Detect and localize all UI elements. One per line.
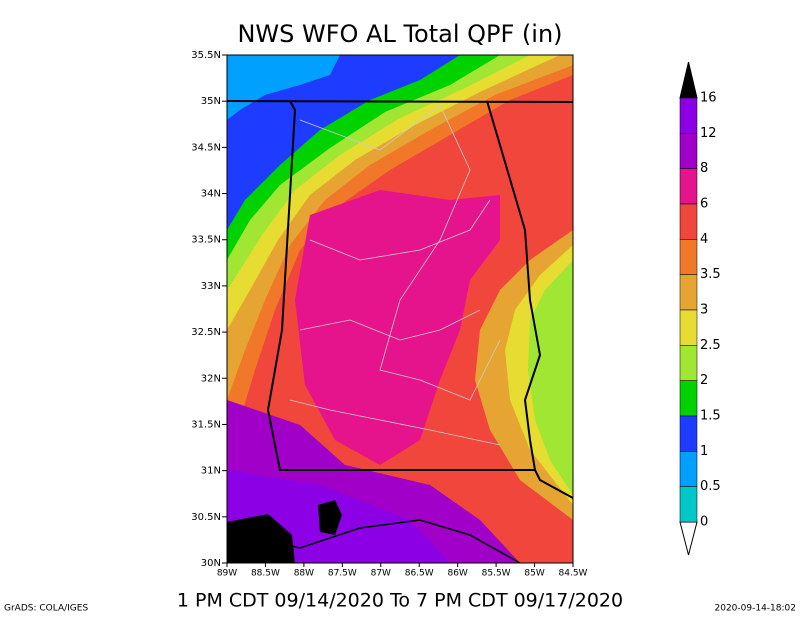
colorbar-segment [679,239,698,275]
lat-label: 30N [201,558,221,569]
lat-label: 32N [201,373,221,384]
colorbar-segment [679,97,698,134]
lon-label: 88W [294,569,314,579]
lon-label: 84.5W [559,569,588,579]
colorbar-segment [679,486,698,523]
colorbar-label: 2 [700,373,708,388]
credit: GrADS: COLA/IGES [4,604,88,614]
lat-label: 34.5N [191,142,221,153]
title: NWS WFO AL Total QPF (in) [237,20,562,48]
colorbar-segment [679,203,698,240]
lat-label: 34N [201,189,221,200]
colorbar-segment [679,345,698,381]
colorbar-bottom [679,521,698,556]
lat-label: 33.5N [191,235,221,246]
colorbar-label: 3.5 [700,267,721,282]
lon-label: 87.5W [328,569,357,579]
time-range: 1 PM CDT 09/14/2020 To 7 PM CDT 09/17/20… [177,590,623,612]
colorbar-label: 8 [700,161,708,176]
colorbar-segment [679,309,698,346]
lat-label: 31N [201,466,221,477]
lat-label: 32.5N [191,327,221,338]
colorbar-label: 16 [700,91,717,106]
colorbar-label: 1 [700,444,708,459]
lat-label: 31.5N [191,419,221,430]
colorbar-label: 4 [700,232,708,247]
colorbar-segment [679,415,698,452]
lat-label: 35.5N [191,50,221,61]
colorbar-segment [679,451,698,487]
colorbar-label: 6 [700,197,708,212]
lon-label: 86W [447,569,467,579]
colorbar-label: 1.5 [700,409,721,424]
lon-label: 85W [524,569,544,579]
colorbar-segment [679,133,698,169]
timestamp: 2020-09-14-18:02 [715,604,797,614]
colorbar-label: 0.5 [700,479,721,494]
colorbar-segment [679,168,698,205]
colorbar-label: 3 [700,303,708,318]
lon-label: 85.5W [482,569,511,579]
lon-label: 89W [217,569,237,579]
colorbar-top [679,61,698,99]
colorbar-segment [679,274,698,311]
lat-label: 33N [201,281,221,292]
lat-label: 35N [201,96,221,107]
colorbar-label: 0 [700,515,708,530]
lon-label: 86.5W [405,569,434,579]
colorbar-label: 12 [700,126,717,141]
lat-label: 30.5N [191,512,221,523]
lon-label: 87W [371,569,391,579]
colorbar-segment [679,380,698,417]
colorbar-label: 2.5 [700,338,721,353]
lon-label: 88.5W [251,569,280,579]
qpf-field [227,55,573,563]
